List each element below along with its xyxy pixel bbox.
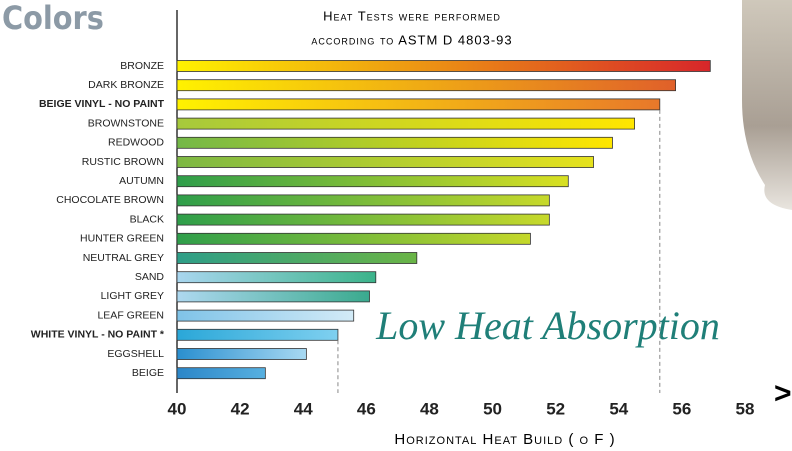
category-label: LEAF GREEN <box>97 309 164 321</box>
category-label: EGGSHELL <box>107 348 164 360</box>
category-label: NEUTRAL GREY <box>83 252 164 264</box>
x-tick-label: 48 <box>420 399 439 418</box>
category-label: BEIGE VINYL - NO PAINT <box>39 98 165 110</box>
category-label: BLACK <box>130 213 164 225</box>
bar <box>177 272 376 283</box>
chart: Colors Heat Tests were performed accordi… <box>0 0 792 451</box>
category-label: BEIGE <box>132 367 164 379</box>
x-tick-label: 42 <box>231 399 250 418</box>
category-label: CHOCOLATE BROWN <box>56 194 164 206</box>
annotation: Low Heat Absorption <box>375 303 720 348</box>
category-label: LIGHT GREY <box>101 290 164 302</box>
x-tick-label: 40 <box>168 399 187 418</box>
category-label: RUSTIC BROWN <box>82 156 164 168</box>
page-heading: Colors <box>2 0 104 37</box>
bar <box>177 118 635 129</box>
bar <box>177 99 660 110</box>
category-label: AUTUMN <box>119 175 164 187</box>
bar <box>177 80 676 91</box>
bar <box>177 137 612 148</box>
x-tick-label: 52 <box>546 399 565 418</box>
bar <box>177 329 338 340</box>
chart-title: according to ASTM D 4803-93 <box>311 32 512 47</box>
x-tick-label: 46 <box>357 399 376 418</box>
x-tick-label: 54 <box>609 399 628 418</box>
category-label: SAND <box>135 271 165 283</box>
x-tick-label: 56 <box>672 399 691 418</box>
bar <box>177 176 568 187</box>
bar <box>177 157 594 168</box>
category-label: BRONZE <box>120 60 164 72</box>
category-label: BROWNSTONE <box>88 117 164 129</box>
bar <box>177 233 530 244</box>
chart-title: Heat Tests were performed <box>323 8 501 23</box>
x-axis-label: Horizontal Heat Build ( o F ) <box>394 431 615 448</box>
axis-arrow: > <box>774 377 792 410</box>
bar <box>177 61 710 72</box>
bar <box>177 349 306 360</box>
x-tick-label: 44 <box>294 399 313 418</box>
bar <box>177 195 549 206</box>
x-tick-label: 50 <box>483 399 502 418</box>
bar <box>177 253 417 264</box>
bar <box>177 310 354 321</box>
x-tick-label: 58 <box>736 399 755 418</box>
bar <box>177 368 265 379</box>
category-label: WHITE VINYL - NO PAINT * <box>31 329 165 341</box>
bar <box>177 214 549 225</box>
photo <box>742 0 792 210</box>
bar <box>177 291 369 302</box>
category-label: DARK BRONZE <box>88 79 164 91</box>
page: {"page_heading": "Colors", "chart_data":… <box>0 0 792 451</box>
category-label: REDWOOD <box>108 137 164 149</box>
category-label: HUNTER GREEN <box>80 233 164 245</box>
